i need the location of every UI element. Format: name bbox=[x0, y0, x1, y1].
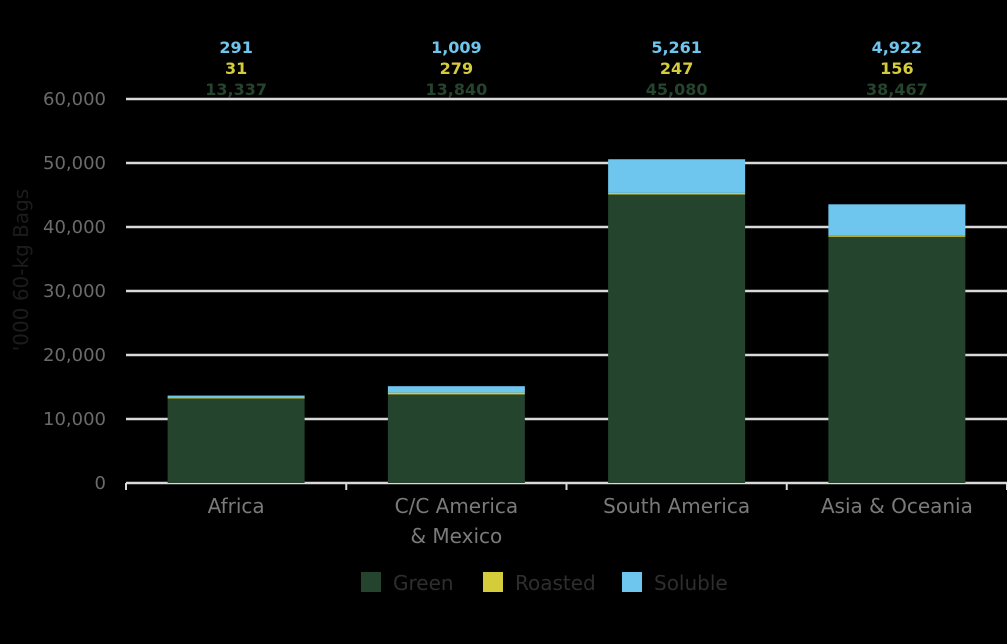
category-label: South America bbox=[603, 494, 750, 518]
bar-green bbox=[387, 394, 525, 483]
bar-green bbox=[167, 397, 305, 483]
data-label-soluble: 4,922 bbox=[872, 38, 923, 57]
legend-label-green: Green bbox=[393, 571, 454, 595]
bar-soluble bbox=[387, 386, 525, 393]
bar-roasted bbox=[387, 392, 525, 395]
legend-label-roasted: Roasted bbox=[515, 571, 596, 595]
bar-roasted bbox=[828, 235, 966, 237]
y-tick-labels: 0 10,000 20,000 30,000 40,000 50,000 60,000 bbox=[43, 89, 106, 494]
data-label-roasted: 31 bbox=[225, 59, 247, 78]
data-labels: 13,337 31 291 13,840 279 1,009 45,080 247 5,261 3… bbox=[205, 38, 928, 99]
bar-roasted bbox=[608, 192, 746, 195]
data-label-green: 45,080 bbox=[646, 80, 708, 99]
data-label-roasted: 247 bbox=[660, 59, 693, 78]
bar-green bbox=[828, 236, 966, 483]
category-label: Africa bbox=[208, 494, 265, 518]
data-label-green: 38,467 bbox=[866, 80, 928, 99]
category-label: C/C America & Mexico bbox=[395, 494, 519, 548]
data-label-soluble: 5,261 bbox=[651, 38, 702, 57]
bar-green bbox=[608, 194, 746, 483]
y-tick-label: 20,000 bbox=[43, 345, 106, 366]
data-label-soluble: 291 bbox=[219, 38, 252, 57]
data-label-roasted: 156 bbox=[880, 59, 913, 78]
bar-soluble bbox=[608, 159, 746, 193]
y-tick-label: 0 bbox=[95, 473, 106, 494]
legend-swatch-roasted bbox=[483, 572, 503, 592]
bar-soluble bbox=[167, 395, 305, 398]
y-tick-label: 60,000 bbox=[43, 89, 106, 110]
y-tick-label: 30,000 bbox=[43, 281, 106, 302]
bars bbox=[167, 159, 966, 483]
data-label-green: 13,840 bbox=[426, 80, 488, 99]
bar-roasted bbox=[167, 397, 305, 399]
legend: Green Roasted Soluble bbox=[361, 571, 728, 595]
bar-soluble bbox=[828, 204, 966, 236]
legend-swatch-soluble bbox=[622, 572, 642, 592]
category-label: Asia & Oceania bbox=[821, 494, 973, 518]
data-label-green: 13,337 bbox=[205, 80, 267, 99]
category-labels: Africa C/C America & Mexico South America As… bbox=[208, 494, 973, 548]
data-label-roasted: 279 bbox=[440, 59, 473, 78]
y-tick-label: 50,000 bbox=[43, 153, 106, 174]
legend-label-soluble: Soluble bbox=[654, 571, 728, 595]
legend-swatch-green bbox=[361, 572, 381, 592]
y-tick-label: 10,000 bbox=[43, 409, 106, 430]
y-axis-label: '000 60-kg Bags bbox=[9, 189, 33, 351]
y-tick-label: 40,000 bbox=[43, 217, 106, 238]
data-label-soluble: 1,009 bbox=[431, 38, 482, 57]
